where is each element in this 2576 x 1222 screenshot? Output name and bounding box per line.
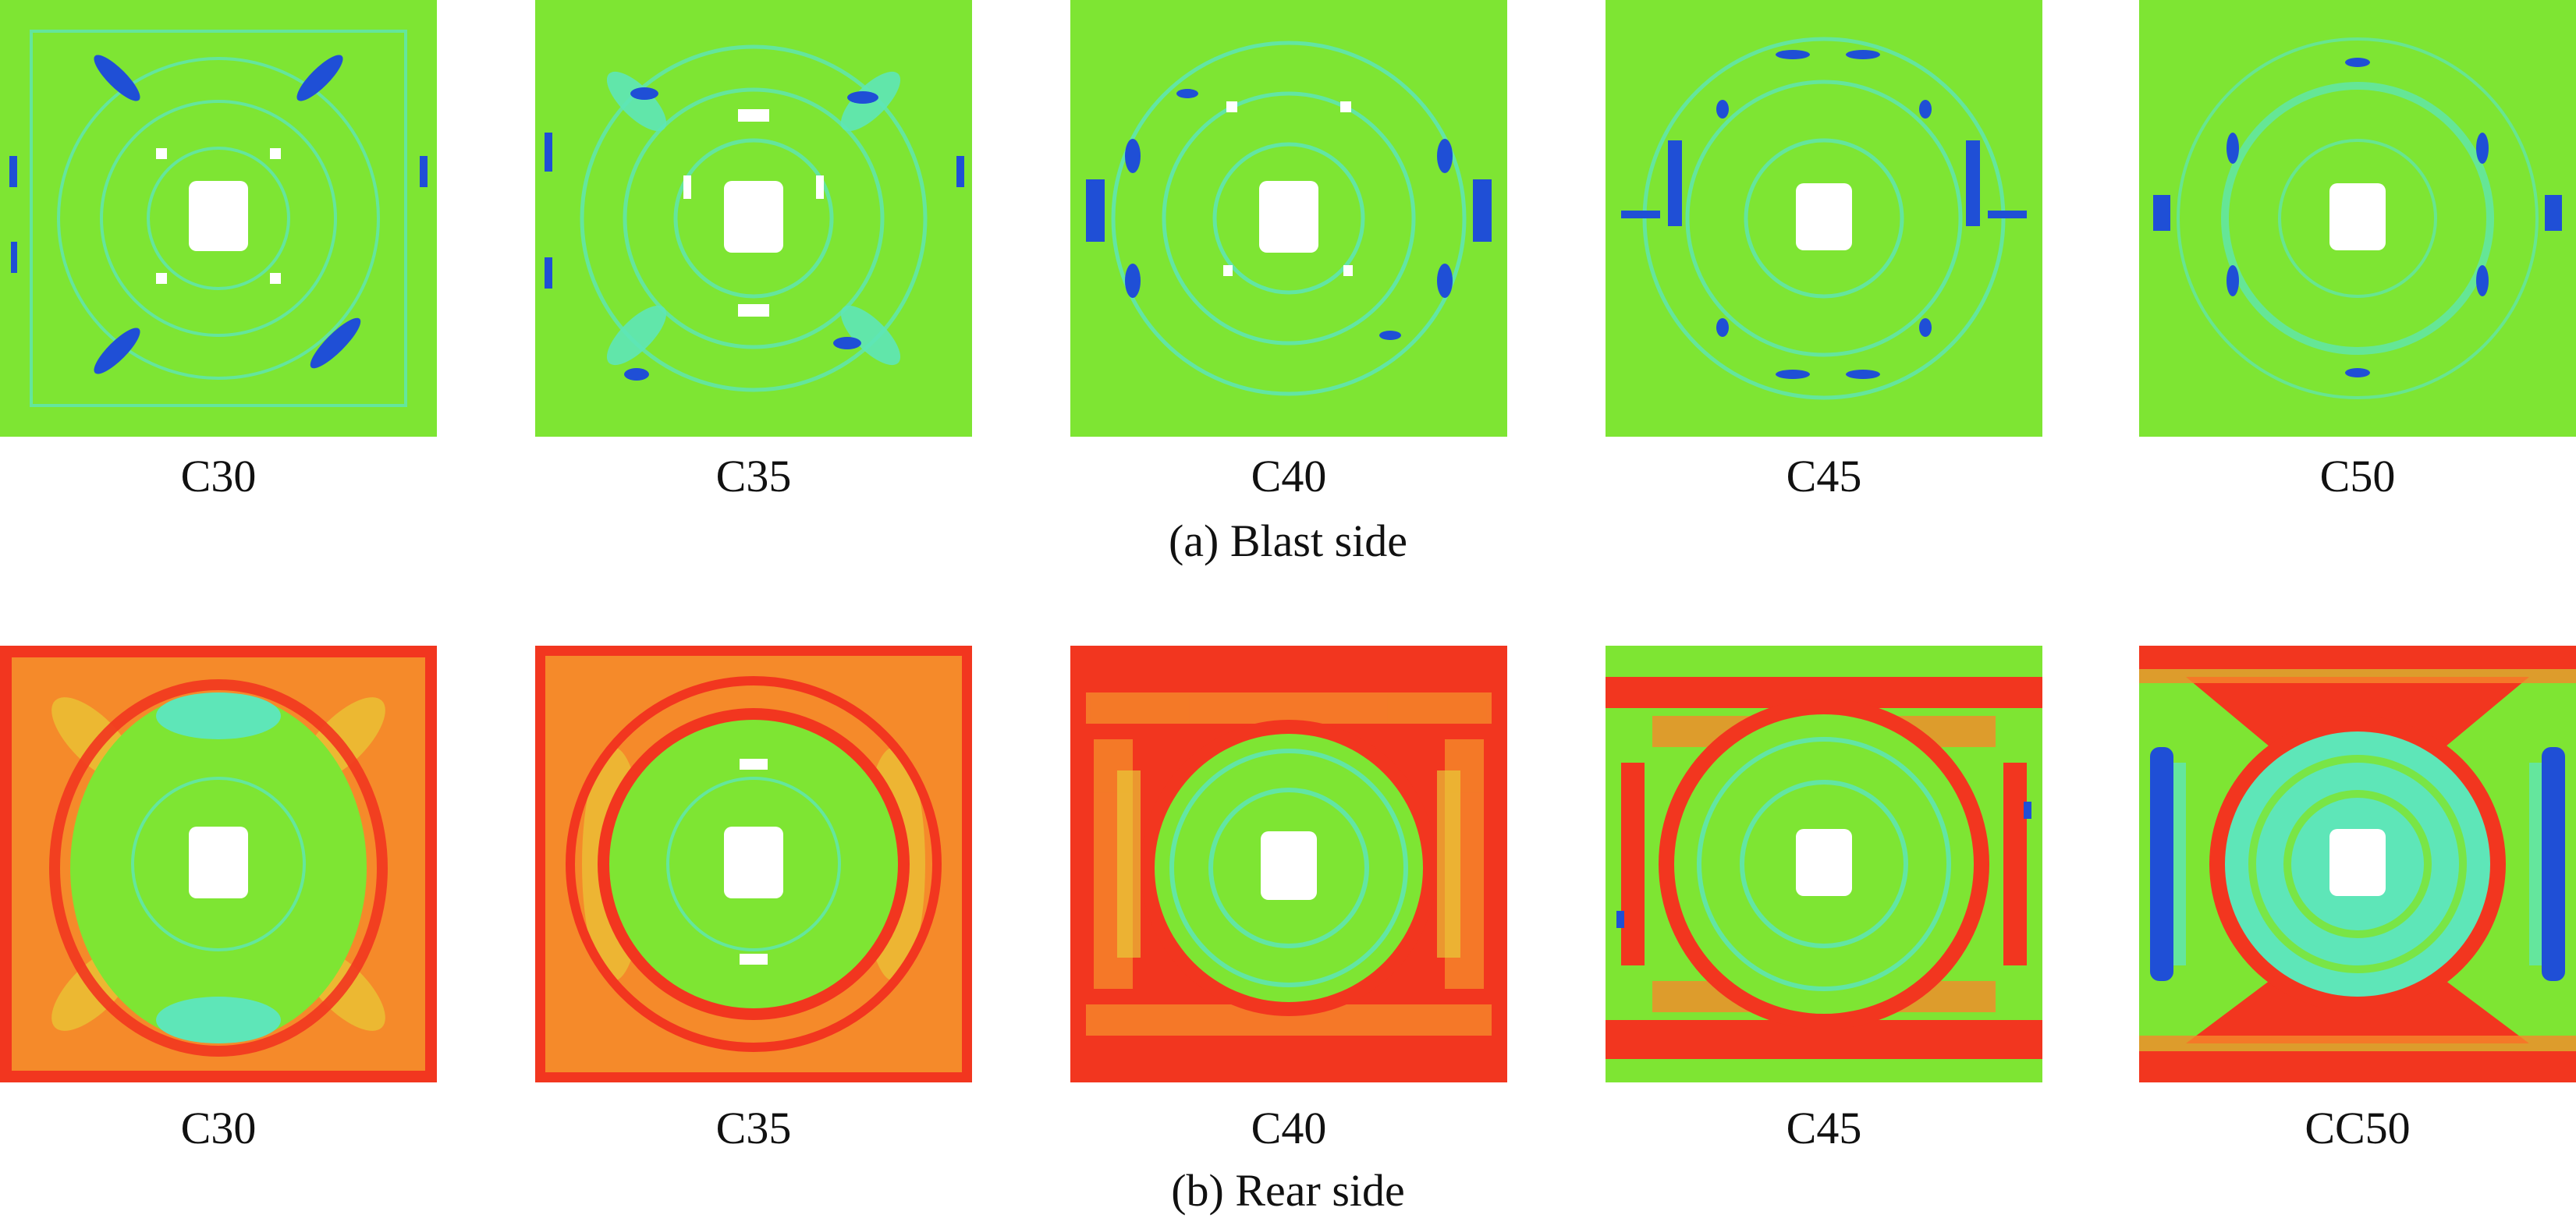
blast-c50-label: C50 xyxy=(2319,451,2396,501)
rear-c30-damage-contour xyxy=(0,646,437,1082)
rear-c35-contour-image xyxy=(535,646,972,1082)
blast-c50-contour-image xyxy=(2139,0,2576,437)
blast-c30-damage-contour xyxy=(0,0,437,437)
rear-cc50-contour-image xyxy=(2139,646,2576,1082)
rear-c45-contour-image xyxy=(1606,646,2042,1082)
blast-c30-contour-image xyxy=(0,0,437,437)
rear-side-caption: (b) Rear side xyxy=(1171,1165,1405,1216)
blast-c45-contour-image xyxy=(1606,0,2042,437)
blast-c45-damage-contour xyxy=(1606,0,2042,437)
rear-c30-label: C30 xyxy=(180,1103,257,1153)
blast-c30-label: C30 xyxy=(180,451,257,501)
rear-c40-contour-image xyxy=(1070,646,1507,1082)
rear-c45-label: C45 xyxy=(1786,1103,1862,1153)
rear-c40-label: C40 xyxy=(1251,1103,1327,1153)
blast-c40-contour-image xyxy=(1070,0,1507,437)
blast-c35-damage-contour xyxy=(535,0,972,437)
blast-c35-label: C35 xyxy=(715,451,792,501)
rear-c35-damage-contour xyxy=(535,646,972,1082)
blast-side-caption: (a) Blast side xyxy=(1168,515,1408,566)
blast-c50-damage-contour xyxy=(2139,0,2576,437)
blast-c45-label: C45 xyxy=(1786,451,1862,501)
rear-c45-damage-contour xyxy=(1606,646,2042,1082)
rear-c30-contour-image xyxy=(0,646,437,1082)
blast-c35-contour-image xyxy=(535,0,972,437)
blast-c40-label: C40 xyxy=(1251,451,1327,501)
rear-cc50-damage-contour xyxy=(2139,646,2576,1082)
rear-c40-damage-contour xyxy=(1070,646,1507,1082)
rear-cc50-label: CC50 xyxy=(2305,1103,2411,1153)
blast-c40-damage-contour xyxy=(1070,0,1507,437)
rear-c35-label: C35 xyxy=(715,1103,792,1153)
